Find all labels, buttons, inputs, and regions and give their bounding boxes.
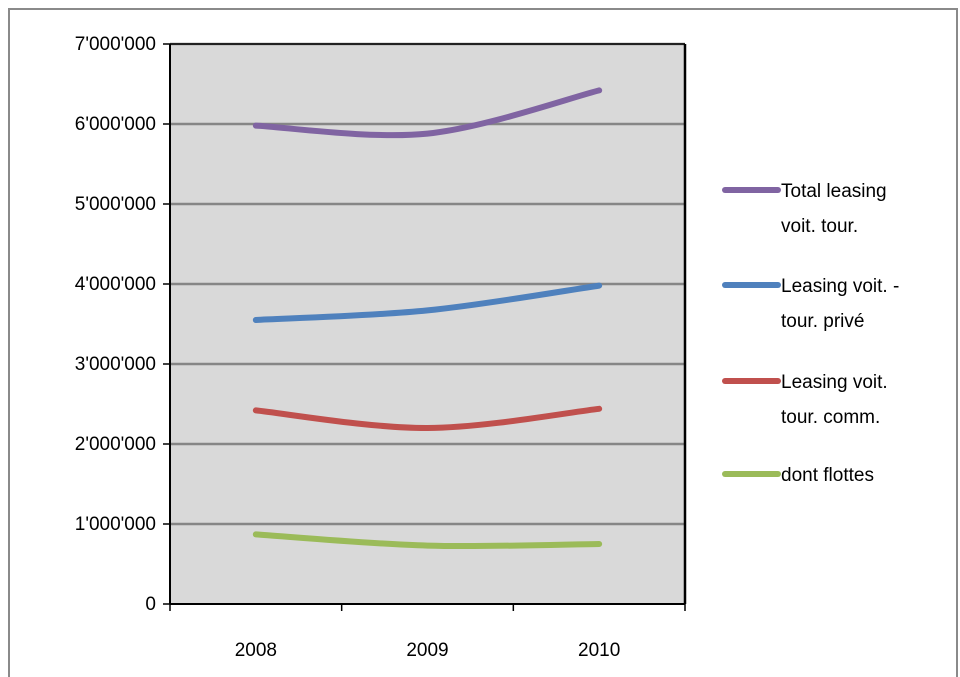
legend-label-2: Leasing voit. -	[781, 276, 899, 297]
y-tick-label: 7'000'000	[75, 34, 156, 55]
y-tick-label: 6'000'000	[75, 114, 156, 135]
series-line-1	[252, 87, 603, 139]
legend-label-2: tour. privé	[781, 311, 864, 332]
plot-area	[170, 44, 685, 604]
y-tick-label: 2'000'000	[75, 434, 156, 455]
x-axis-tick-labels: 2008 2009 2010	[235, 640, 621, 661]
legend-label-4: dont flottes	[781, 465, 874, 486]
series-line-4	[252, 531, 603, 550]
x-tick-label: 2008	[235, 640, 277, 661]
y-tick-label: 0	[145, 594, 156, 615]
series-line-2	[252, 282, 603, 323]
axes	[163, 43, 687, 611]
series-line-3	[252, 405, 603, 432]
y-axis-tick-labels: 0 1'000'000 2'000'000 3'000'000 4'000'000 5'0…	[75, 34, 156, 615]
y-tick-label: 3'000'000	[75, 354, 156, 375]
x-tick-label: 2010	[578, 640, 620, 661]
x-tick-label: 2009	[406, 640, 448, 661]
series-lines	[252, 87, 603, 550]
legend: Total leasing voit. tour. Leasing voit. - t…	[722, 181, 899, 486]
y-tick-label: 4'000'000	[75, 274, 156, 295]
y-tick-label: 1'000'000	[75, 514, 156, 535]
y-tick-label: 5'000'000	[75, 194, 156, 215]
legend-label-1: voit. tour.	[781, 216, 858, 237]
legend-label-1: Total leasing	[781, 181, 887, 202]
legend-label-3: tour. comm.	[781, 407, 880, 428]
legend-label-3: Leasing voit.	[781, 372, 888, 393]
